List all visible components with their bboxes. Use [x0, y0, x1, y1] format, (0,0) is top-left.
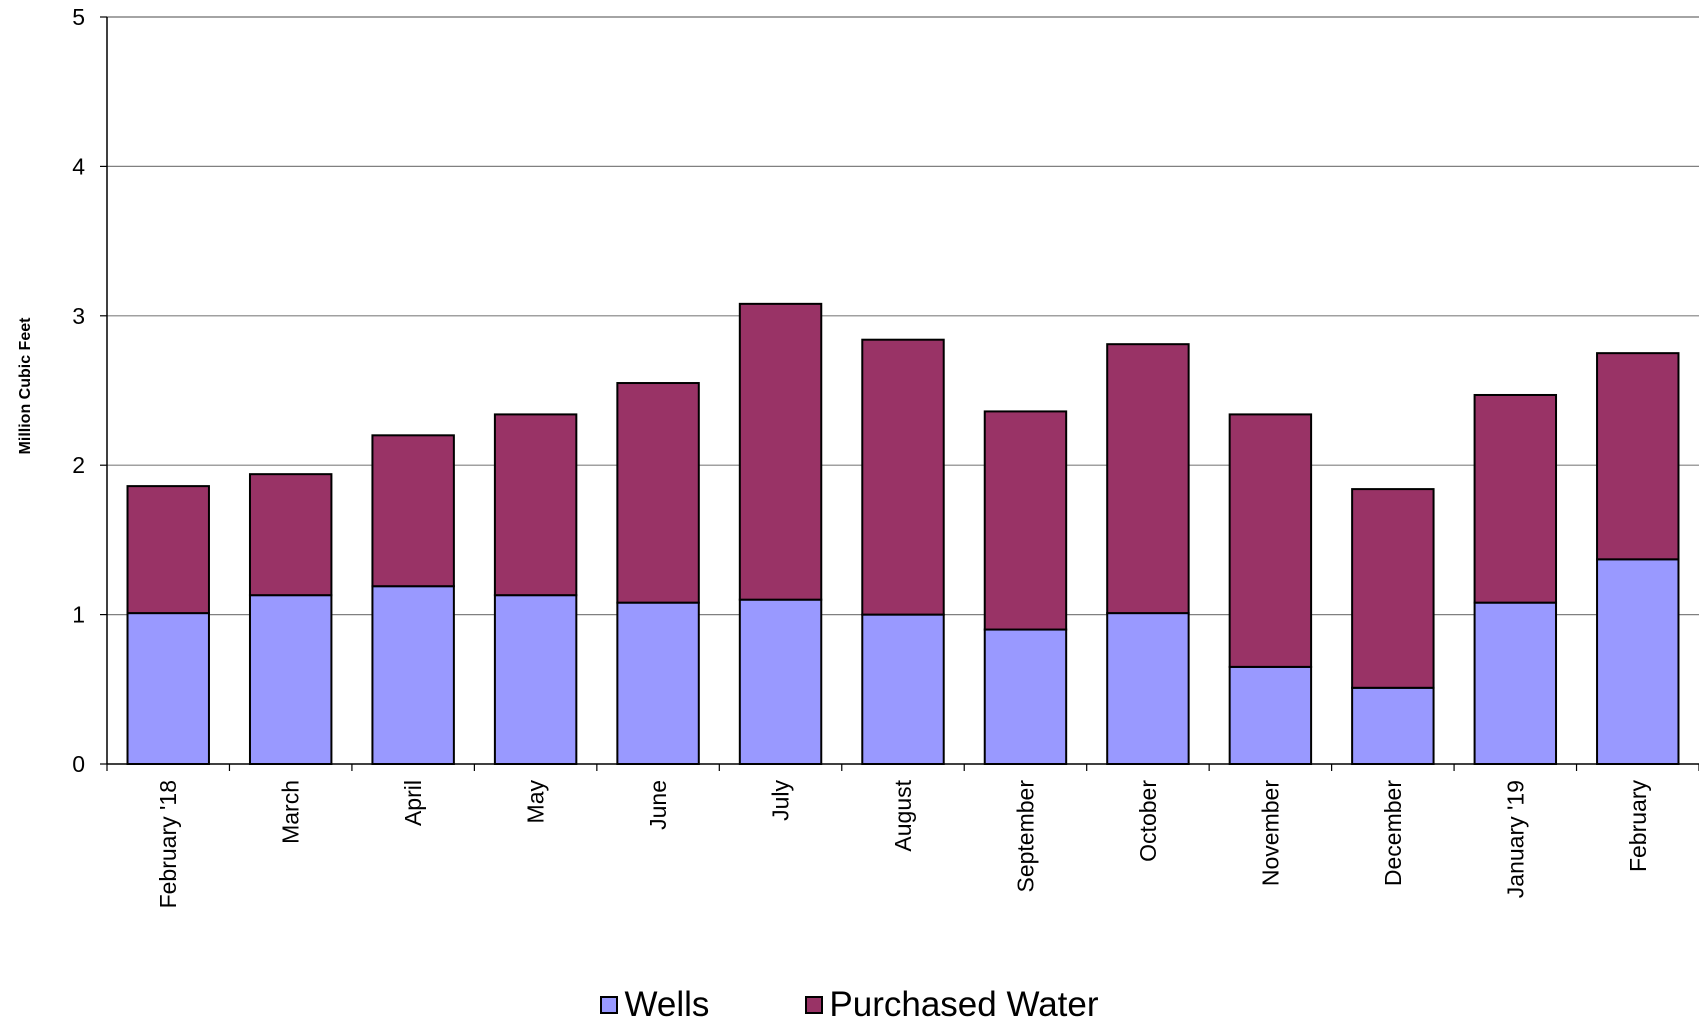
- bar-purchased-water: [738, 302, 823, 601]
- x-category-label: January '19: [1502, 780, 1528, 898]
- legend-label-purchased-water: Purchased Water: [829, 985, 1099, 1024]
- bars: [126, 302, 1680, 766]
- legend-item-purchased-water: Purchased Water: [805, 985, 1099, 1025]
- bar-wells: [493, 594, 578, 765]
- bar-purchased-water: [1106, 343, 1190, 615]
- bar-purchased-water: [616, 382, 700, 604]
- y-tick-label: 3: [72, 303, 85, 329]
- x-category-label: November: [1257, 780, 1283, 886]
- x-category-label: December: [1380, 780, 1406, 886]
- bar-purchased-water: [1473, 393, 1558, 604]
- bar-purchased-water: [371, 434, 455, 588]
- bar-wells: [1228, 665, 1313, 766]
- bar-wells: [126, 612, 210, 766]
- axes: [100, 16, 1699, 771]
- bar-purchased-water: [861, 338, 945, 616]
- x-category-label: October: [1135, 780, 1161, 862]
- bar-wells: [1106, 612, 1190, 766]
- x-category-label: April: [400, 780, 426, 826]
- bar-purchased-water: [126, 485, 210, 615]
- x-category-label: May: [523, 780, 549, 824]
- y-axis-title: Million Cubic Feet: [17, 317, 34, 455]
- x-category-label: September: [1012, 780, 1038, 893]
- x-category-label: March: [278, 780, 304, 844]
- x-category-label: June: [645, 780, 671, 830]
- bar-purchased-water: [248, 473, 333, 597]
- bar-purchased-water: [493, 413, 578, 597]
- legend-swatch-purchased-water: [805, 996, 824, 1014]
- bar-wells: [983, 628, 1068, 765]
- bar-purchased-water: [1228, 413, 1313, 668]
- x-category-label: August: [890, 779, 916, 851]
- bar-wells: [861, 613, 945, 765]
- bar-wells: [738, 598, 823, 765]
- x-category-label: February: [1625, 780, 1651, 873]
- bar-wells: [1351, 686, 1435, 766]
- legend: Wells Purchased Water: [0, 985, 1699, 1025]
- y-tick-label: 4: [72, 153, 85, 179]
- y-tick-label: 2: [72, 452, 85, 478]
- bar-purchased-water: [1596, 352, 1680, 561]
- legend-label-wells: Wells: [624, 985, 710, 1024]
- x-category-label: February '18: [155, 780, 181, 908]
- x-category-label: July: [768, 780, 794, 821]
- y-tick-label: 1: [72, 602, 85, 628]
- y-tick-labels: 0 1 2 3 4 5: [72, 4, 85, 777]
- bar-wells: [616, 601, 700, 766]
- bar-wells: [1473, 601, 1558, 766]
- y-tick-label: 0: [72, 751, 85, 777]
- bar-purchased-water: [983, 410, 1068, 631]
- bar-wells: [248, 594, 333, 765]
- bar-wells: [1596, 558, 1680, 766]
- legend-item-wells: Wells: [600, 985, 709, 1025]
- legend-swatch-wells: [600, 996, 619, 1014]
- bar-wells: [371, 585, 455, 765]
- bar-purchased-water: [1351, 488, 1435, 689]
- x-category-labels: February '18 March April May June July August S…: [155, 779, 1651, 908]
- y-tick-label: 5: [72, 4, 85, 30]
